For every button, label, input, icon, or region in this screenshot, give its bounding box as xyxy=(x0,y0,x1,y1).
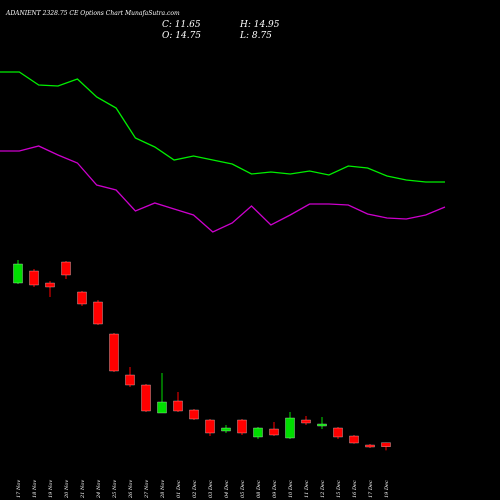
candle-body xyxy=(205,419,215,434)
candle-body xyxy=(45,282,55,288)
candle-body xyxy=(109,333,119,372)
x-tick-label: 10 Dec xyxy=(288,480,294,498)
close-label: C: 11.65 xyxy=(162,20,201,30)
x-tick-label: 02 Dec xyxy=(192,480,198,498)
ma-line xyxy=(0,71,445,183)
x-tick-label: 16 Dec xyxy=(352,480,358,498)
low-label: L: 8.75 xyxy=(239,31,272,41)
x-tick-label: 28 Nov xyxy=(160,480,166,499)
x-tick-label: 21 Nov xyxy=(80,480,86,499)
candle-body xyxy=(253,427,263,438)
x-tick-label: 15 Dec xyxy=(336,480,342,498)
x-tick-label: 25 Nov xyxy=(112,480,118,499)
x-tick-label: 19 Nov xyxy=(48,480,54,498)
candle-body xyxy=(301,419,311,424)
candle-body xyxy=(285,417,295,439)
x-tick-label: 11 Dec xyxy=(304,480,310,498)
x-tick-label: 09 Dec xyxy=(272,480,278,498)
x-tick-label: 24 Nov xyxy=(96,480,102,499)
candle-body xyxy=(381,442,391,447)
x-tick-label: 19 Dec xyxy=(384,480,390,498)
x-tick-label: 12 Dec xyxy=(320,480,326,498)
candle-body xyxy=(269,428,279,436)
x-tick-label: 17 Nov xyxy=(16,480,22,498)
x-tick-label: 08 Dec xyxy=(256,480,262,498)
candle-body xyxy=(317,423,327,427)
candle-body xyxy=(365,444,375,448)
candle-body xyxy=(237,419,247,434)
candle-body xyxy=(77,291,87,305)
x-tick-label: 17 Dec xyxy=(368,480,374,498)
candle-body xyxy=(13,263,23,284)
candle-body xyxy=(333,427,343,438)
x-tick-label: 26 Nov xyxy=(128,480,134,499)
candle-body xyxy=(61,261,71,276)
candle-body xyxy=(221,427,231,432)
candle-body xyxy=(157,401,167,414)
candle-body xyxy=(93,301,103,325)
x-tick-label: 27 Nov xyxy=(144,480,150,499)
x-tick-label: 03 Dec xyxy=(208,480,214,498)
open-label: O: 14.75 xyxy=(162,31,201,41)
x-tick-label: 05 Dec xyxy=(240,480,246,498)
high-label: H: 14.95 xyxy=(239,20,280,30)
x-tick-label: 04 Dec xyxy=(224,480,230,498)
candle-body xyxy=(141,384,151,412)
x-tick-label: 01 Dec xyxy=(176,480,182,498)
candle-body xyxy=(349,435,359,444)
chart-title: ADANIENT 2328.75 CE Options Chart Munafa… xyxy=(5,10,180,17)
candle-body xyxy=(189,409,199,420)
ma-line xyxy=(0,145,446,233)
candle-body xyxy=(29,270,39,286)
x-tick-label: 20 Nov xyxy=(64,480,70,499)
x-tick-label: 18 Nov xyxy=(32,480,38,498)
candle-body xyxy=(173,400,183,412)
candle-body xyxy=(125,374,135,386)
